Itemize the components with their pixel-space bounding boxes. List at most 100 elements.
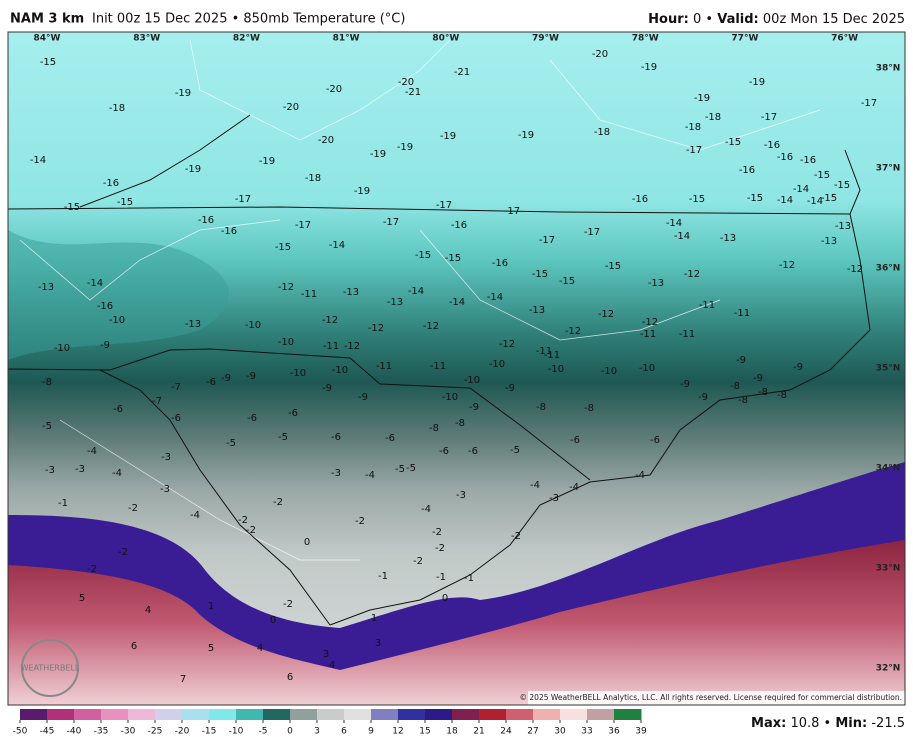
temperature-label: -2	[238, 515, 248, 526]
logo: WEATHERBELL	[21, 639, 80, 697]
longitude-label: 77°W	[731, 34, 758, 44]
temperature-label: -9	[680, 379, 690, 390]
temperature-label: -8	[584, 403, 594, 414]
colorbar-label: -35	[94, 727, 109, 737]
longitude-label: 82°W	[233, 34, 260, 44]
latitude-label: 35°N	[876, 364, 901, 374]
temperature-label: -13	[387, 297, 403, 308]
temperature-label: -9	[246, 371, 256, 382]
temperature-label: -3	[549, 493, 559, 504]
temperature-label: -16	[221, 226, 237, 237]
colorbar-label: -25	[148, 727, 163, 737]
temperature-label: -5	[510, 445, 520, 456]
temperature-label: -9	[793, 362, 803, 373]
separator: •	[824, 716, 832, 731]
colorbar-segment	[452, 709, 480, 720]
map: -15-18-19-14-16-15 -15-19-20-20-20-21-21-…	[8, 32, 905, 705]
temperature-label: -13	[835, 221, 851, 232]
latitude-label: 34°N	[876, 464, 901, 474]
temperature-label: -11	[301, 289, 317, 300]
temperature-label: -17	[539, 235, 555, 246]
colorbar-segment	[209, 709, 237, 720]
temperature-label: -14	[807, 196, 823, 207]
temperature-label: -13	[529, 305, 545, 316]
colorbar-segment	[344, 709, 372, 720]
temperature-label: -12	[684, 269, 700, 280]
temperature-label: -8	[429, 423, 439, 434]
valid-label: Valid:	[717, 12, 759, 27]
temperature-label: -2	[283, 599, 293, 610]
temperature-label: -15	[559, 276, 575, 287]
copyright: © 2025 WeatherBELL Analytics, LLC. All r…	[520, 693, 902, 702]
temperature-label: -14	[30, 155, 46, 166]
longitude-label: 76°W	[831, 34, 858, 44]
temperature-label: -4	[530, 480, 540, 491]
temperature-label: -2	[355, 516, 365, 527]
colorbar-label: -45	[40, 727, 55, 737]
temperature-label: -11	[734, 308, 750, 319]
colorbar-label: 12	[392, 727, 403, 737]
colorbar-segment	[371, 709, 399, 720]
temperature-label: -4	[190, 510, 200, 521]
temperature-label: -6	[650, 435, 660, 446]
colorbar-label: 15	[419, 727, 430, 737]
temperature-label: -13	[38, 282, 54, 293]
valid-info: Hour: 0 • Valid: 00z Mon 15 Dec 2025	[648, 12, 905, 27]
colorbar-segment	[479, 709, 507, 720]
temperature-label: -21	[405, 87, 421, 98]
latitude-label: 32°N	[876, 664, 901, 674]
colorbar-label: 36	[608, 727, 620, 737]
temperature-label: -4	[365, 470, 375, 481]
colorbar-label: 39	[635, 727, 647, 737]
temperature-label: -1	[436, 572, 446, 583]
temperature-label: -19	[694, 93, 710, 104]
temperature-label: -10	[442, 392, 458, 403]
longitude-label: 79°W	[532, 34, 559, 44]
logo-text: WEATHERBELL	[21, 664, 80, 673]
temperature-label: -12	[847, 264, 863, 275]
temperature-label: -2	[511, 531, 521, 542]
temperature-label: -8	[536, 402, 546, 413]
temperature-label: -10	[601, 366, 617, 377]
temperature-label: -6	[206, 377, 216, 388]
temperature-label: -15	[821, 193, 837, 204]
temperature-label: -5	[395, 464, 405, 475]
temperature-label: -10	[245, 320, 261, 331]
colorbar-label: 24	[500, 727, 512, 737]
longitude-label: 84°W	[34, 34, 61, 44]
temperature-label: -17	[295, 220, 311, 231]
temperature-label: -9	[736, 355, 746, 366]
temperature-label: -10	[489, 359, 505, 370]
colorbar-label: -30	[121, 727, 136, 737]
colorbar-label: 27	[527, 727, 538, 737]
max-value: 10.8	[790, 716, 819, 731]
temperature-label: -13	[821, 236, 837, 247]
hour-label: Hour:	[648, 12, 689, 27]
temperature-label: -13	[720, 233, 736, 244]
temperature-label: -15	[814, 170, 830, 181]
latitude-label: 36°N	[876, 264, 901, 274]
colorbar-label: -40	[67, 727, 82, 737]
temperature-label: -2	[87, 564, 97, 575]
axis-labels: 84°W 83°W 82°W 81°W 80°W 79°W 78°W 77°W 76°W 38°N…	[34, 34, 901, 674]
init-info: Init 00z 15 Dec 2025 • 850mb Temperature…	[92, 12, 405, 27]
colorbar-segment	[20, 709, 48, 720]
temperature-label: -15	[415, 250, 431, 261]
state-borders	[8, 114, 871, 626]
temperature-label: -11	[640, 329, 656, 340]
temperature-label: -3	[160, 484, 170, 495]
colorbar-label: 3	[314, 727, 320, 737]
temperature-label: -15	[725, 137, 741, 148]
temperature-label: -6	[570, 435, 580, 446]
temperature-label: -12	[642, 317, 658, 328]
temperature-label: -18	[109, 103, 125, 114]
temperature-label: -9	[505, 383, 515, 394]
temperature-label: -12	[344, 341, 360, 352]
temperature-label: -8	[730, 381, 740, 392]
temperature-label: -11	[376, 361, 392, 372]
temperature-label: -4	[421, 504, 431, 515]
temperature-label: 1	[208, 601, 214, 612]
temperature-label: -16	[777, 152, 793, 163]
temperature-label: -16	[103, 178, 119, 189]
colorbar-segment	[317, 709, 345, 720]
